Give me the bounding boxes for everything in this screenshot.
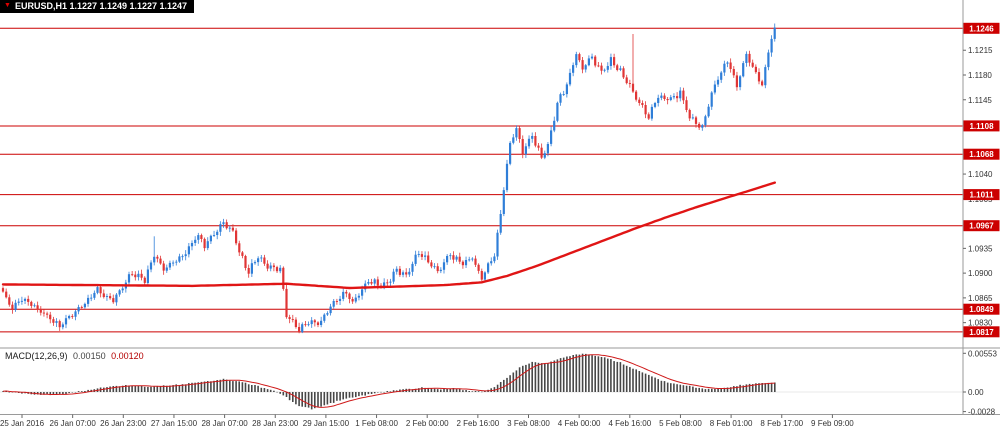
svg-text:1.1068: 1.1068 [969, 150, 994, 159]
svg-text:27 Jan 15:00: 27 Jan 15:00 [151, 419, 198, 428]
svg-text:9 Feb 09:00: 9 Feb 09:00 [811, 419, 854, 428]
svg-text:1.0865: 1.0865 [968, 294, 993, 303]
ma-line [1, 181, 776, 290]
svg-text:25 Jan 2016: 25 Jan 2016 [0, 419, 45, 428]
svg-text:28 Jan 23:00: 28 Jan 23:00 [252, 419, 299, 428]
macd-main-value: 0.00150 [73, 351, 106, 361]
svg-text:0.00553: 0.00553 [968, 349, 997, 358]
panel-borders [0, 0, 1000, 415]
price-axis[interactable]: 1.12151.11801.11451.10401.10051.09351.09… [963, 22, 1000, 417]
price-level-badge [963, 303, 1000, 315]
svg-text:-0.0028: -0.0028 [968, 408, 996, 417]
svg-text:1.0817: 1.0817 [969, 328, 994, 337]
svg-text:5 Feb 08:00: 5 Feb 08:00 [659, 419, 702, 428]
macd-signal-line [2, 354, 775, 408]
chart-title-chip: ▼ EURUSD,H1 1.1227 1.1249 1.1227 1.1247 [0, 0, 195, 13]
svg-text:1.1108: 1.1108 [969, 122, 994, 131]
svg-text:1.1246: 1.1246 [969, 24, 994, 33]
price-level-badge [963, 22, 1000, 34]
svg-text:1.0935: 1.0935 [968, 244, 993, 253]
symbol-marker-icon: ▼ [4, 2, 11, 9]
svg-text:1.1011: 1.1011 [969, 191, 994, 200]
svg-text:0.00: 0.00 [968, 388, 984, 397]
svg-text:2 Feb 00:00: 2 Feb 00:00 [406, 419, 449, 428]
macd-histogram [0, 353, 963, 410]
svg-text:8 Feb 01:00: 8 Feb 01:00 [710, 419, 753, 428]
chart-title-text: EURUSD,H1 1.1227 1.1249 1.1227 1.1247 [14, 1, 188, 11]
svg-text:1.0967: 1.0967 [969, 222, 994, 231]
time-axis[interactable]: 25 Jan 2016 26 Jan 07:00 26 Jan 23:00 27 Ja… [0, 414, 854, 429]
svg-text:28 Jan 07:00: 28 Jan 07:00 [201, 419, 248, 428]
svg-text:4 Feb 00:00: 4 Feb 00:00 [558, 419, 601, 428]
svg-text:1.0849: 1.0849 [969, 305, 994, 314]
svg-text:4 Feb 16:00: 4 Feb 16:00 [608, 419, 651, 428]
svg-text:26 Jan 23:00: 26 Jan 23:00 [100, 419, 147, 428]
macd-signal-value: 0.00120 [111, 351, 144, 361]
svg-text:2 Feb 16:00: 2 Feb 16:00 [456, 419, 499, 428]
price-level-badge [963, 326, 1000, 338]
svg-text:1 Feb 08:00: 1 Feb 08:00 [355, 419, 398, 428]
svg-text:1.0830: 1.0830 [968, 319, 993, 328]
svg-text:1.1145: 1.1145 [968, 96, 992, 105]
svg-text:3 Feb 08:00: 3 Feb 08:00 [507, 419, 550, 428]
svg-text:1.0900: 1.0900 [968, 269, 993, 278]
macd-name: MACD(12,26,9) [5, 351, 68, 361]
price-level-badge [963, 189, 1000, 201]
svg-text:1.1040: 1.1040 [968, 170, 993, 179]
price-level-badge [963, 120, 1000, 132]
svg-text:26 Jan 07:00: 26 Jan 07:00 [50, 419, 97, 428]
macd-indicator-label: MACD(12,26,9) 0.00150 0.00120 [5, 351, 144, 361]
price-level-badge [963, 148, 1000, 160]
svg-text:29 Jan 15:00: 29 Jan 15:00 [303, 419, 350, 428]
price-level-badge [963, 220, 1000, 232]
svg-text:8 Feb 17:00: 8 Feb 17:00 [760, 419, 803, 428]
level-lines-layer [0, 27, 963, 333]
svg-text:1.1180: 1.1180 [968, 71, 992, 80]
svg-text:1.1215: 1.1215 [968, 46, 993, 55]
